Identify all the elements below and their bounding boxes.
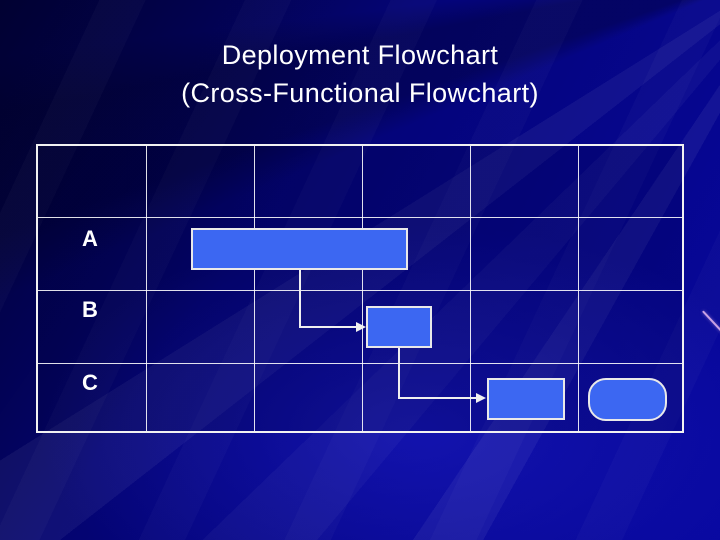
grid-vline <box>146 146 147 431</box>
lane-label-b: B <box>82 297 98 322</box>
background-accent-streak <box>702 310 720 334</box>
grid-vline <box>578 146 579 431</box>
grid-vline <box>362 146 363 431</box>
process-rectangle-lane-c <box>487 378 565 420</box>
grid-hline <box>38 217 682 218</box>
swimlane-grid <box>36 144 684 433</box>
grid-hline <box>38 363 682 364</box>
slide-title: Deployment Flowchart (Cross-Functional F… <box>0 36 720 112</box>
lane-label-c: C <box>82 370 98 395</box>
slide-title-line-1: Deployment Flowchart <box>221 40 499 70</box>
grid-vline <box>254 146 255 431</box>
grid-hline <box>38 290 682 291</box>
slide-title-line-2: (Cross-Functional Flowchart) <box>181 78 539 108</box>
process-rectangle-lane-b <box>366 306 432 348</box>
terminator-rounded-rectangle <box>588 378 667 421</box>
grid-vline <box>470 146 471 431</box>
process-rectangle-lane-a <box>191 228 408 270</box>
lane-label-a: A <box>82 226 98 251</box>
